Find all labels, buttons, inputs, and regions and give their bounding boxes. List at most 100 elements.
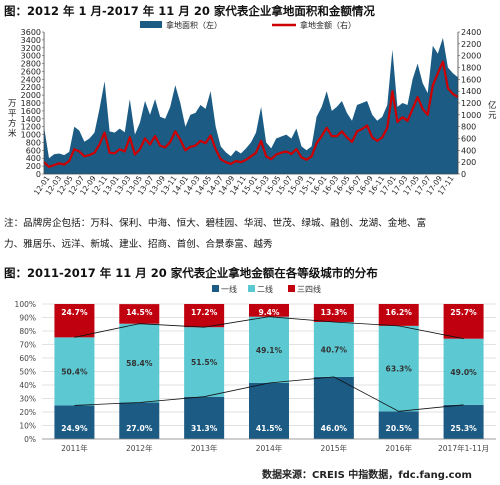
bar-data-label: 50.4%	[61, 367, 88, 376]
line-series-land-amount	[43, 60, 459, 168]
y-left-axis-label-char: 方	[8, 118, 17, 129]
bar-data-label: 16.2%	[386, 308, 413, 317]
legend-label: 一线	[221, 284, 237, 294]
y-left-tick-label: 800	[26, 138, 41, 147]
y-left-tick-label: 2200	[21, 83, 41, 92]
x-tick-label: 2017年1-11月	[438, 443, 489, 453]
bar-data-label: 20.5%	[386, 424, 413, 433]
bar-segment	[249, 304, 289, 317]
y-left-tick-label: 1200	[21, 123, 41, 132]
bar-segment	[378, 325, 419, 412]
bar-data-label: 17.2%	[191, 308, 218, 317]
y-right-tick-label: 400	[461, 146, 476, 155]
bar-data-label: 9.4%	[258, 308, 279, 317]
bar-segment	[184, 327, 225, 397]
y-right-tick-label: 2400	[461, 28, 481, 37]
bar-segment	[443, 404, 484, 439]
bar-data-label: 41.5%	[256, 424, 283, 433]
y-right-tick-label: 1800	[461, 64, 481, 73]
legend-swatch	[288, 285, 295, 292]
y-left-tick-label: 200	[26, 162, 41, 171]
x-tick-label: 2011年	[61, 443, 88, 453]
legend-label-line: 拿地金额（右）	[300, 20, 356, 30]
bar-data-label: 46.0%	[321, 424, 348, 433]
legend-swatch	[212, 285, 219, 292]
x-tick-label: 2013年	[191, 443, 218, 453]
bar-segment	[313, 321, 354, 377]
y-tick-label: 20%	[19, 408, 36, 417]
source-note: 数据来源：CREIS 中指数据，fdc.fang.com	[262, 470, 472, 481]
bar-segment	[249, 382, 289, 439]
y-left-axis-label-char: 平	[8, 109, 17, 119]
legend-swatch	[248, 285, 255, 292]
y-right-axis-label-char: 元	[488, 111, 497, 121]
bar-data-label: 31.3%	[191, 424, 218, 433]
bar-data-label: 58.4%	[126, 359, 153, 368]
y-left-tick-label: 1400	[21, 115, 41, 124]
y-tick-label: 60%	[19, 354, 36, 363]
note-line-1: 注：品牌房企包括：万科、保利、中海、恒大、碧桂园、华润、世茂、绿城、融创、龙湖、…	[4, 218, 427, 229]
bar-segment	[313, 304, 354, 322]
y-left-tick-label: 3600	[21, 28, 41, 37]
bar-segment	[443, 304, 484, 339]
bar-segment	[119, 323, 160, 403]
y-right-tick-label: 600	[461, 135, 476, 144]
y-right-tick-label: 1000	[461, 111, 481, 120]
note-line-2: 力、雅居乐、远洋、新城、建业、招商、首创、合景泰富、越秀	[4, 239, 273, 250]
y-right-tick-label: 2200	[461, 40, 481, 49]
y-left-tick-label: 1800	[21, 99, 41, 108]
y-tick-label: 80%	[19, 327, 36, 336]
bar-segment	[378, 411, 419, 439]
y-left-tick-label: 1000	[21, 131, 41, 140]
bar-data-label: 25.7%	[450, 308, 477, 317]
y-tick-label: 90%	[19, 314, 36, 323]
y-right-tick-label: 1200	[461, 99, 481, 108]
bar-data-label: 40.7%	[321, 345, 348, 354]
bar-data-label: 14.5%	[126, 308, 153, 317]
bar-segment	[54, 304, 95, 338]
y-tick-label: 40%	[19, 381, 36, 390]
bar-data-label: 24.7%	[61, 308, 88, 317]
y-tick-label: 30%	[19, 395, 36, 404]
y-left-axis-label-char: 米	[8, 128, 17, 139]
y-left-tick-label: 3200	[21, 44, 41, 53]
y-left-tick-label: 600	[26, 146, 41, 155]
y-right-tick-label: 0	[461, 170, 466, 179]
y-right-tick-label: 200	[461, 158, 476, 167]
boundary-line	[74, 316, 464, 340]
y-left-tick-label: 2800	[21, 60, 41, 69]
y-left-tick-label: 2400	[21, 75, 41, 84]
bar-segment	[313, 376, 354, 439]
x-tick-label: 2015年	[321, 443, 348, 453]
bar-segment	[443, 338, 484, 405]
bar-data-label: 51.5%	[191, 358, 218, 367]
y-tick-label: 50%	[19, 368, 36, 377]
y-left-tick-label: 400	[26, 154, 41, 163]
y-tick-label: 70%	[19, 341, 36, 350]
bar-data-label: 49.0%	[450, 368, 477, 377]
chart2-stacked-bar: 0% 10% 20% 30% 40% 50% 60% 70% 80% 90% 100% 24.9% 50…	[15, 284, 496, 453]
chart1-title: 图：2012 年 1 月-2017 年 11 月 20 家代表企业拿地面积和金额…	[4, 4, 375, 18]
y-right-axis-label-char: 亿	[488, 100, 497, 111]
bar-segment	[119, 304, 160, 324]
bar-data-label: 27.0%	[126, 424, 153, 433]
y-right-tick-label: 1400	[461, 87, 481, 96]
y-left-tick-label: 3000	[21, 52, 41, 61]
y-left-tick-label: 2000	[21, 91, 41, 100]
boundary-line	[74, 376, 464, 412]
bar-segment	[119, 402, 160, 439]
bar-data-label: 24.9%	[61, 424, 88, 433]
bar-segment	[184, 304, 225, 328]
y-left-tick-label: 0	[36, 170, 41, 179]
y-right-tick-label: 2000	[461, 52, 481, 61]
y-tick-label: 100%	[15, 300, 36, 309]
y-left-tick-label: 1600	[21, 107, 41, 116]
bar-segment	[249, 316, 289, 383]
bar-data-label: 63.3%	[386, 365, 413, 374]
x-tick-label: 2012年	[126, 443, 153, 453]
bar-segment	[54, 405, 95, 439]
y-right-tick-label: 800	[461, 123, 476, 132]
chart2-title: 图：2011-2017 年 11 月 20 家代表企业拿地金额在各等级城市的分布	[4, 266, 378, 280]
bar-data-label: 25.3%	[450, 424, 477, 433]
bar-segment	[184, 396, 225, 439]
